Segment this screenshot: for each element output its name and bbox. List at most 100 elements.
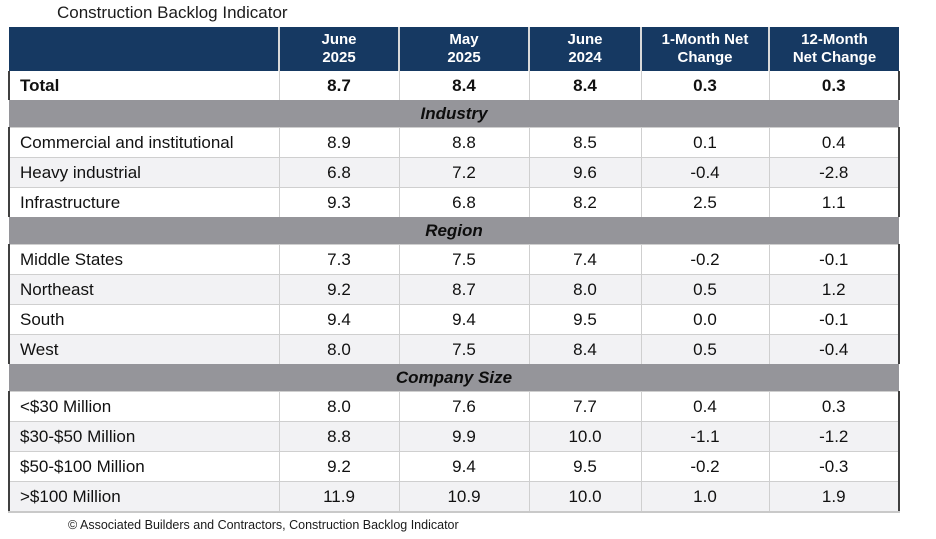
cell-value: 8.2	[528, 187, 641, 217]
cell-value: 9.3	[278, 187, 399, 217]
section-band-company-size: Company Size	[9, 364, 899, 392]
cell-value: 8.7	[278, 71, 399, 100]
cell-value: 7.2	[398, 157, 529, 188]
cell-value: 0.5	[640, 334, 769, 364]
table-row: South 9.4 9.4 9.5 0.0 -0.1	[8, 304, 900, 335]
row-label: Heavy industrial	[8, 157, 279, 188]
header-row: June 2025 May 2025 June 2024 1-Month Net…	[9, 27, 899, 71]
row-label: <$30 Million	[8, 391, 279, 422]
section-band-label: Industry	[9, 100, 899, 128]
total-row: Total 8.7 8.4 8.4 0.3 0.3	[8, 71, 900, 100]
cell-value: 7.6	[398, 391, 529, 422]
column-header-june-2025: June 2025	[278, 27, 399, 71]
table-row: Commercial and institutional 8.9 8.8 8.5…	[8, 127, 900, 158]
cell-value: 10.0	[528, 421, 641, 452]
cell-value: 7.7	[528, 391, 641, 422]
section-band-label: Company Size	[9, 364, 899, 392]
cell-value: 8.4	[398, 71, 529, 100]
cell-value: -2.8	[768, 157, 900, 188]
cell-value: 0.4	[640, 391, 769, 422]
cell-value: 1.2	[768, 274, 900, 305]
row-label: $30-$50 Million	[8, 421, 279, 452]
table-row: >$100 Million 11.9 10.9 10.0 1.0 1.9	[8, 481, 900, 513]
source-note: © Associated Builders and Contractors, C…	[68, 518, 459, 532]
cell-value: -1.1	[640, 421, 769, 452]
row-label: Total	[8, 71, 279, 100]
cell-value: 0.5	[640, 274, 769, 305]
cell-value: -1.2	[768, 421, 900, 452]
cell-value: 9.6	[528, 157, 641, 188]
row-label: Infrastructure	[8, 187, 279, 217]
cell-value: 8.0	[278, 391, 399, 422]
row-label: South	[8, 304, 279, 335]
cell-value: 8.7	[398, 274, 529, 305]
cell-value: -0.2	[640, 244, 769, 275]
cell-value: 0.3	[768, 391, 900, 422]
row-label: Middle States	[8, 244, 279, 275]
cell-value: 9.5	[528, 451, 641, 482]
column-header-12-month-net-change: 12-Month Net Change	[768, 27, 899, 71]
cell-value: 8.4	[528, 71, 641, 100]
table-header: June 2025 May 2025 June 2024 1-Month Net…	[9, 27, 899, 71]
cell-value: 10.9	[398, 481, 529, 513]
cell-value: 10.0	[528, 481, 641, 513]
cell-value: 7.5	[398, 334, 529, 364]
table-row: West 8.0 7.5 8.4 0.5 -0.4	[8, 334, 900, 364]
table-row: Heavy industrial 6.8 7.2 9.6 -0.4 -2.8	[8, 157, 900, 188]
cell-value: 9.2	[278, 274, 399, 305]
cell-value: 8.8	[398, 127, 529, 158]
column-header-blank	[9, 27, 279, 71]
cell-value: 0.0	[640, 304, 769, 335]
cell-value: 0.3	[640, 71, 769, 100]
cell-value: 9.9	[398, 421, 529, 452]
table-row: $50-$100 Million 9.2 9.4 9.5 -0.2 -0.3	[8, 451, 900, 482]
cell-value: -0.2	[640, 451, 769, 482]
cell-value: 2.5	[640, 187, 769, 217]
cell-value: 6.8	[278, 157, 399, 188]
cell-value: 9.5	[528, 304, 641, 335]
cell-value: 1.9	[768, 481, 900, 513]
cell-value: -0.4	[768, 334, 900, 364]
row-label: >$100 Million	[8, 481, 279, 513]
cell-value: -0.1	[768, 244, 900, 275]
cell-value: 8.8	[278, 421, 399, 452]
table-row: Infrastructure 9.3 6.8 8.2 2.5 1.1	[8, 187, 900, 217]
cell-value: -0.4	[640, 157, 769, 188]
column-header-june-2024: June 2024	[528, 27, 641, 71]
cell-value: 8.9	[278, 127, 399, 158]
cell-value: -0.1	[768, 304, 900, 335]
cell-value: 9.4	[398, 304, 529, 335]
cell-value: 0.4	[768, 127, 900, 158]
cell-value: 6.8	[398, 187, 529, 217]
row-label: West	[8, 334, 279, 364]
cell-value: 1.1	[768, 187, 900, 217]
section-band-label: Region	[9, 217, 899, 245]
cell-value: 0.3	[768, 71, 900, 100]
cell-value: 1.0	[640, 481, 769, 513]
cell-value: 8.0	[278, 334, 399, 364]
cell-value: 11.9	[278, 481, 399, 513]
column-header-1-month-net-change: 1-Month Net Change	[640, 27, 769, 71]
table-row: Middle States 7.3 7.5 7.4 -0.2 -0.1	[8, 244, 900, 275]
table-row: $30-$50 Million 8.8 9.9 10.0 -1.1 -1.2	[8, 421, 900, 452]
cell-value: 8.0	[528, 274, 641, 305]
row-label: $50-$100 Million	[8, 451, 279, 482]
page-title: Construction Backlog Indicator	[57, 3, 288, 22]
table-row: Northeast 9.2 8.7 8.0 0.5 1.2	[8, 274, 900, 305]
cell-value: 0.1	[640, 127, 769, 158]
backlog-table: June 2025 May 2025 June 2024 1-Month Net…	[8, 27, 900, 513]
cell-value: 8.5	[528, 127, 641, 158]
cell-value: 7.3	[278, 244, 399, 275]
cell-value: 9.4	[398, 451, 529, 482]
column-header-may-2025: May 2025	[398, 27, 529, 71]
cell-value: 8.4	[528, 334, 641, 364]
cell-value: 7.5	[398, 244, 529, 275]
cell-value: 7.4	[528, 244, 641, 275]
cell-value: 9.4	[278, 304, 399, 335]
section-band-industry: Industry	[9, 100, 899, 128]
cell-value: 9.2	[278, 451, 399, 482]
row-label: Northeast	[8, 274, 279, 305]
table-row: <$30 Million 8.0 7.6 7.7 0.4 0.3	[8, 391, 900, 422]
section-band-region: Region	[9, 217, 899, 245]
